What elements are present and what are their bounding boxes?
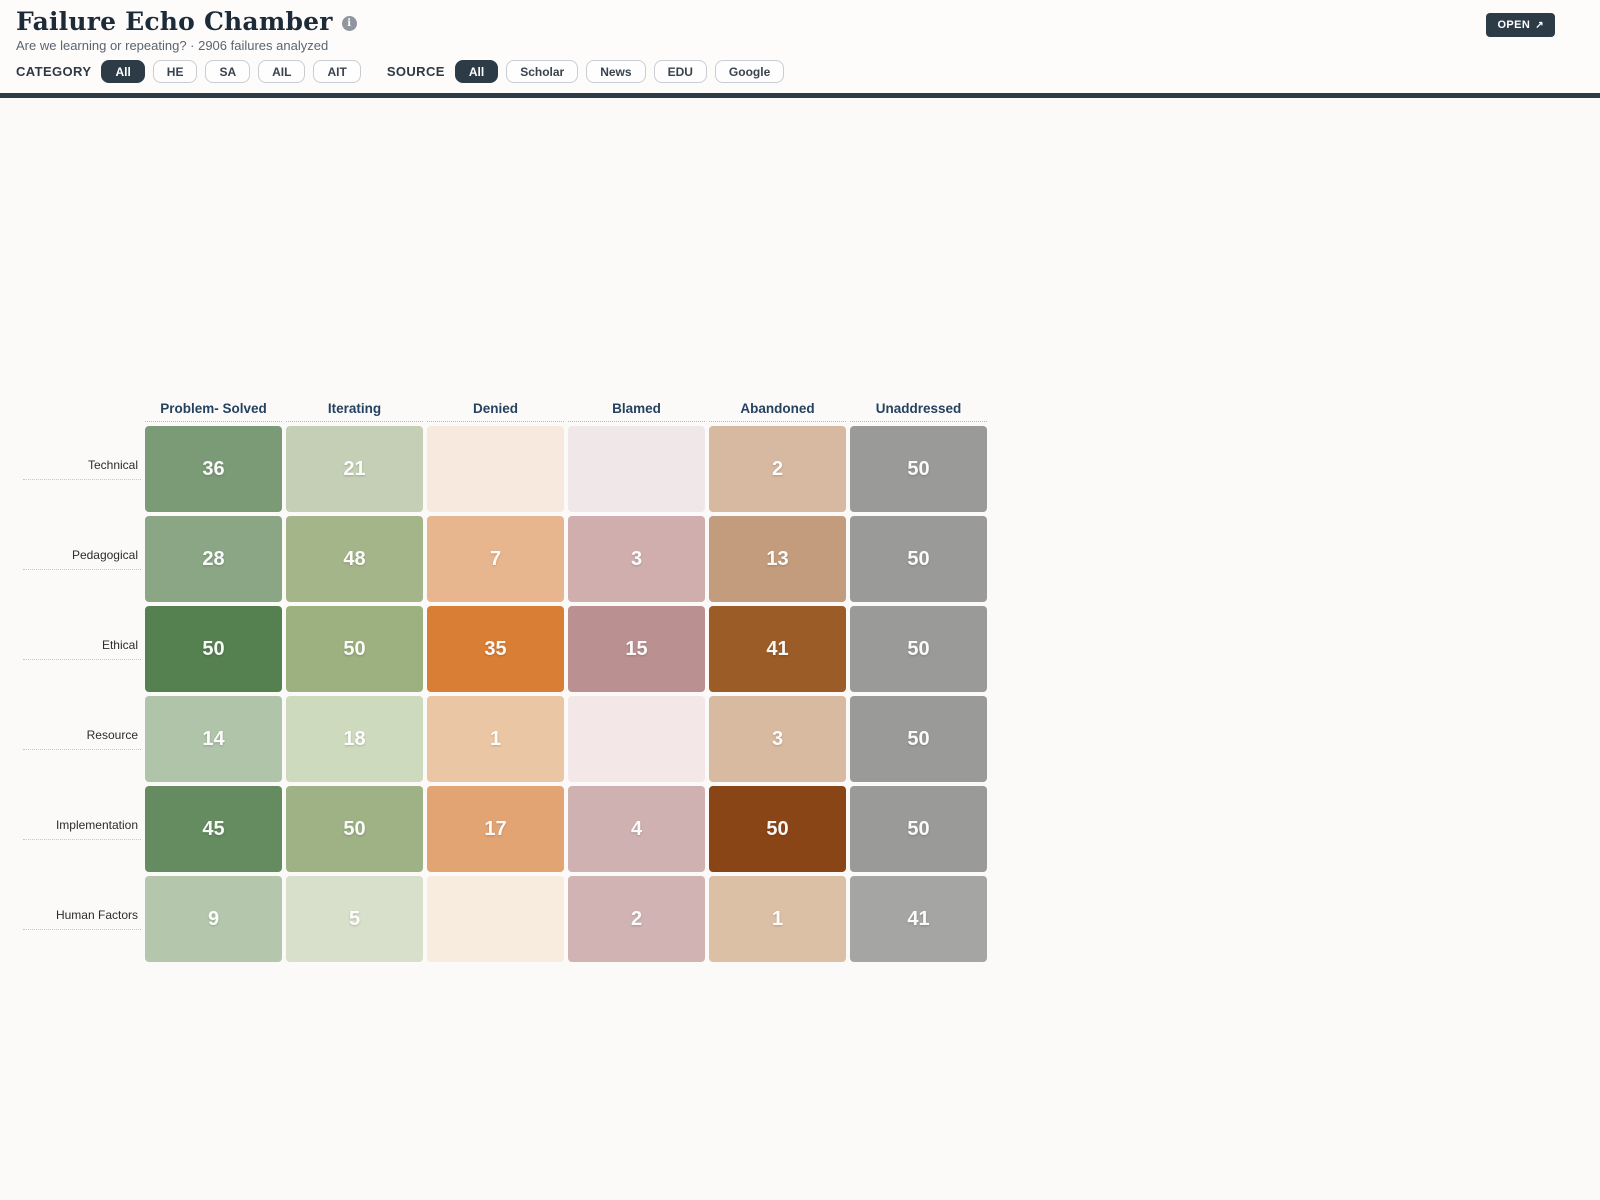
info-icon[interactable]: i [341, 16, 357, 31]
row-label-pedagogical: Pedagogical [23, 516, 141, 602]
row-label-text: Ethical [23, 638, 141, 660]
heatmap-cell[interactable]: 41 [709, 606, 846, 692]
heatmap-cell[interactable]: 13 [709, 516, 846, 602]
heatmap-cell[interactable] [568, 426, 705, 512]
heatmap-cell[interactable]: 41 [850, 876, 987, 962]
column-header-denied: Denied [427, 398, 564, 422]
subtitle: Are we learning or repeating? · 2906 fai… [16, 38, 329, 53]
heatmap-cell[interactable]: 50 [709, 786, 846, 872]
heatmap-cell[interactable]: 18 [286, 696, 423, 782]
heatmap-cell[interactable]: 1 [709, 876, 846, 962]
title-row: Failure Echo Chamber i [16, 8, 1584, 36]
source-chip-news[interactable]: News [586, 60, 646, 83]
category-chip-ail[interactable]: AIL [258, 60, 306, 83]
heatmap-cell[interactable]: 14 [145, 696, 282, 782]
heatmap-cell[interactable]: 50 [850, 426, 987, 512]
column-header-abandoned: Abandoned [709, 398, 846, 422]
heatmap-cell[interactable] [427, 876, 564, 962]
heatmap-cell[interactable]: 21 [286, 426, 423, 512]
heatmap-cell[interactable]: 3 [709, 696, 846, 782]
row-label-text: Implementation [23, 818, 141, 840]
column-header-unaddressed: Unaddressed [850, 398, 987, 422]
row-label-human-factors: Human Factors [23, 876, 141, 962]
row-label-text: Human Factors [23, 908, 141, 930]
row-label-text: Technical [23, 458, 141, 480]
heatmap-cell[interactable]: 15 [568, 606, 705, 692]
heatmap-cell[interactable]: 50 [850, 786, 987, 872]
heatmap-cell[interactable]: 35 [427, 606, 564, 692]
column-header-blamed: Blamed [568, 398, 705, 422]
column-header-iterating: Iterating [286, 398, 423, 422]
heatmap-cell[interactable]: 2 [709, 426, 846, 512]
source-filter-label: SOURCE [386, 64, 445, 79]
heatmap-cell[interactable]: 50 [850, 696, 987, 782]
open-button[interactable]: OPEN ↗ [1486, 13, 1555, 37]
heatmap-cell[interactable]: 2 [568, 876, 705, 962]
source-chip-scholar[interactable]: Scholar [506, 60, 579, 83]
heatmap-cell[interactable] [568, 696, 705, 782]
row-label-technical: Technical [23, 426, 141, 512]
heatmap-cell[interactable]: 1 [427, 696, 564, 782]
heatmap-cell[interactable]: 9 [145, 876, 282, 962]
source-chip-all[interactable]: All [454, 60, 499, 83]
row-label-implementation: Implementation [23, 786, 141, 872]
category-chip-he[interactable]: HE [152, 60, 198, 83]
category-chip-ait[interactable]: AIT [313, 60, 361, 83]
filter-bar: CATEGORY All HE SA AIL AIT SOURCE All Sc… [16, 60, 1584, 83]
external-link-icon: ↗ [1535, 19, 1544, 31]
row-label-text: Resource [23, 728, 141, 750]
heatmap-cell[interactable]: 5 [286, 876, 423, 962]
heatmap-cell[interactable]: 4 [568, 786, 705, 872]
category-chip-sa[interactable]: SA [205, 60, 251, 83]
column-header-problem-solved: Problem- Solved [145, 398, 282, 422]
heatmap-cell[interactable]: 7 [427, 516, 564, 602]
heatmap-cell[interactable]: 3 [568, 516, 705, 602]
category-filter-label: CATEGORY [16, 64, 92, 79]
header-divider [0, 93, 1600, 98]
source-chip-google[interactable]: Google [714, 60, 785, 83]
heatmap-corner [23, 398, 141, 422]
open-button-label: OPEN [1497, 19, 1531, 31]
page-title: Failure Echo Chamber [16, 7, 333, 36]
heatmap-cell[interactable]: 50 [286, 606, 423, 692]
row-label-resource: Resource [23, 696, 141, 782]
heatmap-cell[interactable]: 48 [286, 516, 423, 602]
row-label-ethical: Ethical [23, 606, 141, 692]
heatmap-cell[interactable] [427, 426, 564, 512]
heatmap-cell[interactable]: 50 [145, 606, 282, 692]
category-chip-all[interactable]: All [101, 60, 145, 83]
heatmap: Problem- Solved Iterating Denied Blamed … [23, 398, 987, 962]
heatmap-cell[interactable]: 50 [850, 606, 987, 692]
heatmap-cell[interactable]: 17 [427, 786, 564, 872]
source-chip-edu[interactable]: EDU [653, 60, 707, 83]
heatmap-cell[interactable]: 36 [145, 426, 282, 512]
app-header: Failure Echo Chamber i Are we learning o… [0, 0, 1600, 93]
heatmap-cell[interactable]: 45 [145, 786, 282, 872]
row-label-text: Pedagogical [23, 548, 141, 570]
heatmap-cell[interactable]: 28 [145, 516, 282, 602]
main-area: Problem- Solved Iterating Denied Blamed … [0, 98, 1600, 1196]
heatmap-cell[interactable]: 50 [850, 516, 987, 602]
heatmap-cell[interactable]: 50 [286, 786, 423, 872]
